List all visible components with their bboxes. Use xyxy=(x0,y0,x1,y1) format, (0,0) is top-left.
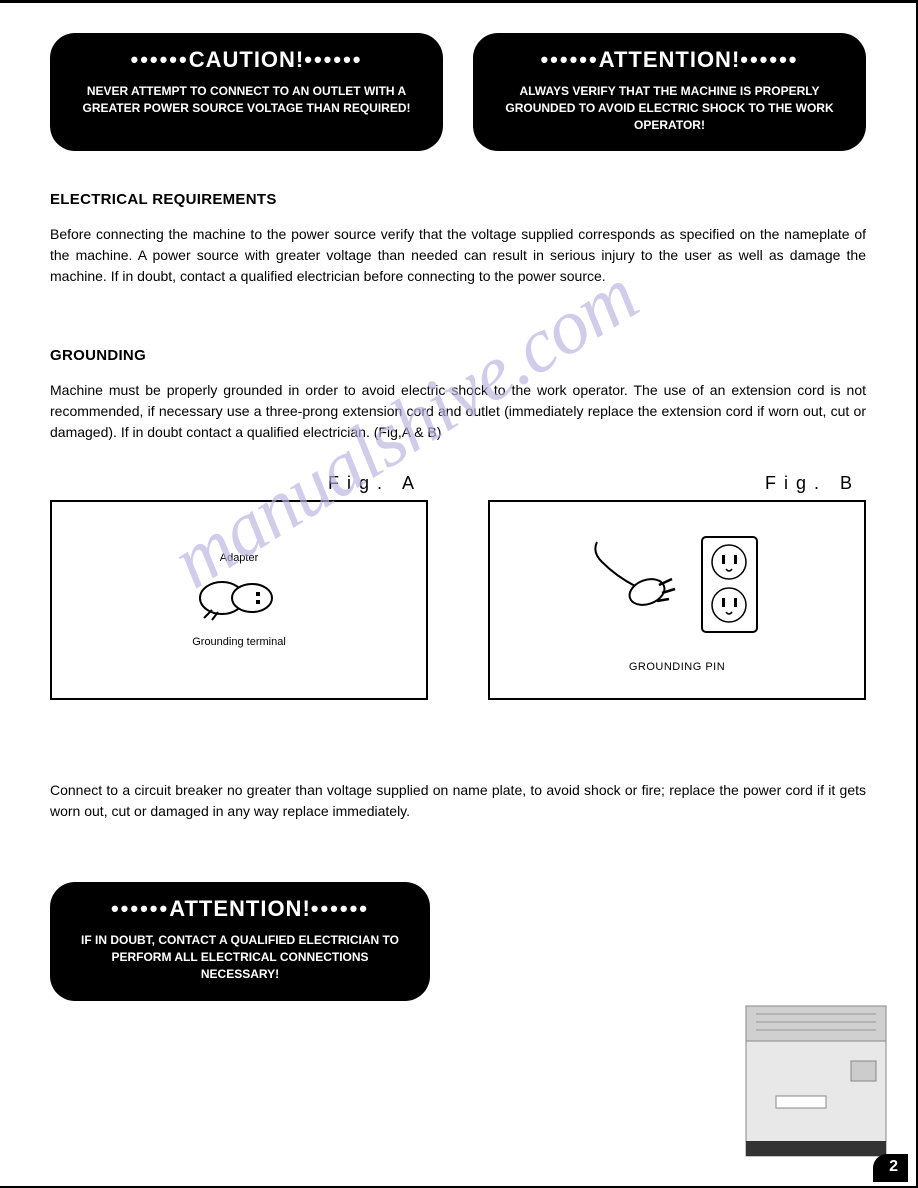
attention-box-1: ••••••ATTENTION!•••••• ALWAYS VERIFY THA… xyxy=(473,33,866,151)
figure-a-wrap: Fig. A Adapter Grounding terminal xyxy=(50,473,428,700)
manual-page: manualshive.com ••••••CAUTION!•••••• NEV… xyxy=(0,0,918,1188)
adapter-label: Adapter xyxy=(220,552,259,564)
top-warning-row: ••••••CAUTION!•••••• NEVER ATTEMPT TO CO… xyxy=(50,33,866,151)
figure-b-box: GROUNDING PIN xyxy=(488,500,866,700)
figure-b-label: Fig. B xyxy=(488,473,866,494)
breaker-body: Connect to a circuit breaker no greater … xyxy=(50,780,866,822)
dots-left: •••••• xyxy=(111,896,169,921)
dots-right: •••••• xyxy=(740,47,798,72)
figure-a-label: Fig. A xyxy=(50,473,428,494)
attention-title-1-text: ATTENTION! xyxy=(599,47,741,72)
plug-outlet-icon xyxy=(587,527,767,647)
grounding-pin-label: GROUNDING PIN xyxy=(629,661,725,673)
attention-text-2: IF IN DOUBT, CONTACT A QUALIFIED ELECTRI… xyxy=(80,932,400,982)
adapter-icon xyxy=(194,570,284,625)
figure-a-box: Adapter Grounding terminal xyxy=(50,500,428,700)
dots-right: •••••• xyxy=(304,47,362,72)
caution-text: NEVER ATTEMPT TO CONNECT TO AN OUTLET WI… xyxy=(70,83,423,117)
dots-right: •••••• xyxy=(311,896,369,921)
figures-row: Fig. A Adapter Grounding terminal Fig. B xyxy=(50,473,866,700)
dots-left: •••••• xyxy=(540,47,598,72)
caution-title-text: CAUTION! xyxy=(189,47,305,72)
grounding-heading: GROUNDING xyxy=(50,347,866,364)
figure-b-wrap: Fig. B GROUND xyxy=(488,473,866,700)
caution-title: ••••••CAUTION!•••••• xyxy=(70,47,423,73)
attention-box-2: ••••••ATTENTION!•••••• IF IN DOUBT, CONT… xyxy=(50,882,430,1000)
grounding-body: Machine must be properly grounded in ord… xyxy=(50,380,866,443)
page-number: 2 xyxy=(873,1154,908,1182)
attention-text-1: ALWAYS VERIFY THAT THE MACHINE IS PROPER… xyxy=(493,83,846,133)
attention-title-2: ••••••ATTENTION!•••••• xyxy=(80,896,400,922)
attention-title-1: ••••••ATTENTION!•••••• xyxy=(493,47,846,73)
dots-left: •••••• xyxy=(131,47,189,72)
attention-title-2-text: ATTENTION! xyxy=(169,896,311,921)
machine-icon xyxy=(736,966,896,1166)
electrical-body: Before connecting the machine to the pow… xyxy=(50,224,866,287)
electrical-heading: ELECTRICAL REQUIREMENTS xyxy=(50,191,866,208)
caution-box: ••••••CAUTION!•••••• NEVER ATTEMPT TO CO… xyxy=(50,33,443,151)
grounding-terminal-label: Grounding terminal xyxy=(192,635,286,649)
